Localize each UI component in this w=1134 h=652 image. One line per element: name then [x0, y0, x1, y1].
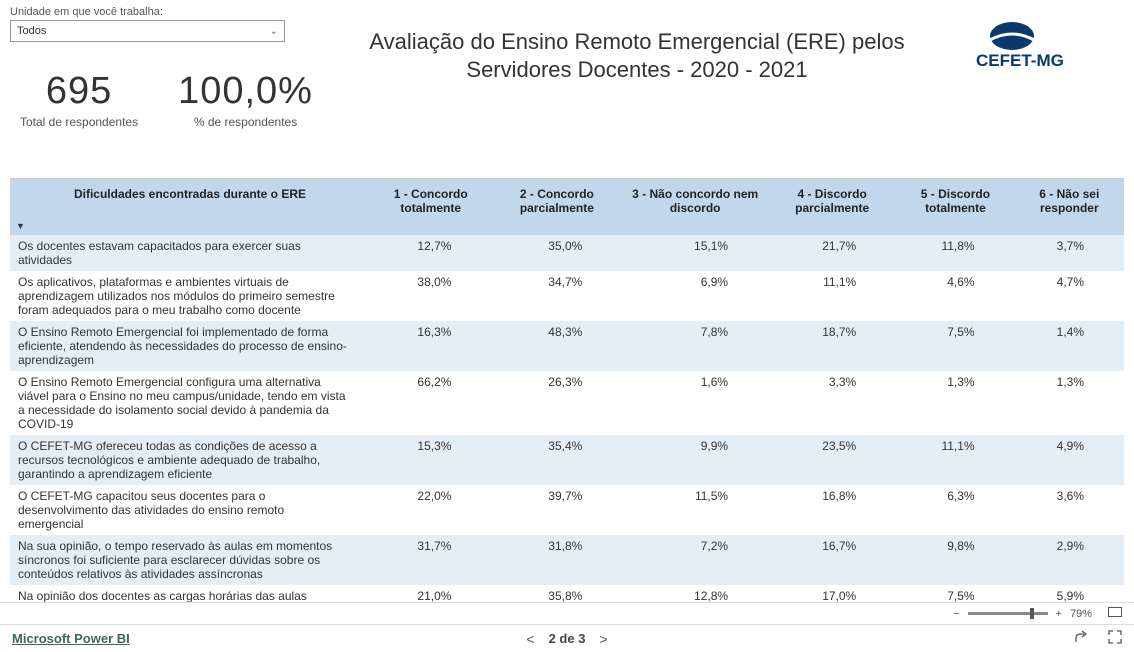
col-6[interactable]: 6 - Não sei responder	[1015, 179, 1124, 235]
col-1[interactable]: 1 - Concordo totalmente	[370, 179, 491, 235]
value-cell: 4,7%	[1015, 271, 1124, 321]
value-cell: 3,3%	[768, 371, 896, 435]
zoom-value: 79%	[1070, 608, 1092, 620]
question-cell: O Ensino Remoto Emergencial foi implemen…	[10, 321, 370, 371]
kpi-total-respondents: 695 Total de respondentes	[20, 70, 138, 129]
value-cell: 1,3%	[896, 371, 1014, 435]
filter-selected-value: Todos	[17, 25, 46, 37]
value-cell: 15,1%	[622, 235, 768, 271]
kpi-value: 695	[20, 70, 138, 113]
value-cell: 35,0%	[491, 235, 622, 271]
value-cell: 12,7%	[370, 235, 491, 271]
value-cell: 21,7%	[768, 235, 896, 271]
col-3[interactable]: 3 - Não concordo nem discordo	[622, 179, 768, 235]
table-row[interactable]: O Ensino Remoto Emergencial configura um…	[10, 371, 1124, 435]
value-cell: 7,8%	[622, 321, 768, 371]
table-header-row: Dificuldades encontradas durante o ERE ▼…	[10, 179, 1124, 235]
value-cell: 18,7%	[768, 321, 896, 371]
zoom-slider[interactable]	[968, 612, 1048, 615]
value-cell: 31,8%	[491, 535, 622, 585]
value-cell: 11,8%	[896, 235, 1014, 271]
chevron-down-icon: ⌄	[270, 26, 278, 37]
value-cell: 1,6%	[622, 371, 768, 435]
value-cell: 16,8%	[768, 485, 896, 535]
zoom-bar: − + 79%	[0, 602, 1134, 624]
value-cell: 4,9%	[1015, 435, 1124, 485]
col-question[interactable]: Dificuldades encontradas durante o ERE ▼	[10, 179, 370, 235]
question-cell: Os docentes estavam capacitados para exe…	[10, 235, 370, 271]
value-cell: 26,3%	[491, 371, 622, 435]
prev-page-button[interactable]: <	[526, 631, 534, 647]
zoom-in-button[interactable]: +	[1056, 608, 1062, 620]
kpi-label: Total de respondentes	[20, 115, 138, 129]
question-cell: O Ensino Remoto Emergencial configura um…	[10, 371, 370, 435]
table-row[interactable]: Os docentes estavam capacitados para exe…	[10, 235, 1124, 271]
value-cell: 22,0%	[370, 485, 491, 535]
value-cell: 38,0%	[370, 271, 491, 321]
value-cell: 9,9%	[622, 435, 768, 485]
cefet-logo: CEFET-MG	[964, 18, 1104, 73]
value-cell: 48,3%	[491, 321, 622, 371]
value-cell: 34,7%	[491, 271, 622, 321]
filter-label: Unidade em que você trabalha:	[10, 6, 1124, 18]
value-cell: 7,5%	[896, 321, 1014, 371]
value-cell: 6,9%	[622, 271, 768, 321]
kpi-percent-respondents: 100,0% % de respondentes	[178, 70, 313, 129]
question-cell: Na sua opinião, o tempo reservado às aul…	[10, 535, 370, 585]
col-2[interactable]: 2 - Concordo parcialmente	[491, 179, 622, 235]
value-cell: 4,6%	[896, 271, 1014, 321]
value-cell: 11,1%	[896, 435, 1014, 485]
value-cell: 66,2%	[370, 371, 491, 435]
next-page-button[interactable]: >	[599, 631, 607, 647]
value-cell: 3,7%	[1015, 235, 1124, 271]
value-cell: 11,1%	[768, 271, 896, 321]
value-cell: 11,5%	[622, 485, 768, 535]
value-cell: 1,3%	[1015, 371, 1124, 435]
kpi-label: % de respondentes	[178, 115, 313, 129]
value-cell: 23,5%	[768, 435, 896, 485]
value-cell: 16,3%	[370, 321, 491, 371]
share-icon[interactable]	[1074, 630, 1090, 647]
table-row[interactable]: O CEFET-MG ofereceu todas as condições d…	[10, 435, 1124, 485]
powerbi-brand-link[interactable]: Microsoft Power BI	[12, 631, 130, 646]
table-row[interactable]: O CEFET-MG capacitou seus docentes para …	[10, 485, 1124, 535]
table-row[interactable]: O Ensino Remoto Emergencial foi implemen…	[10, 321, 1124, 371]
value-cell: 1,4%	[1015, 321, 1124, 371]
zoom-out-button[interactable]: −	[953, 608, 959, 620]
page-indicator: 2 de 3	[549, 631, 586, 646]
question-cell: O CEFET-MG capacitou seus docentes para …	[10, 485, 370, 535]
col-5[interactable]: 5 - Discordo totalmente	[896, 179, 1014, 235]
table-row[interactable]: Os aplicativos, plataformas e ambientes …	[10, 271, 1124, 321]
table-row[interactable]: Na sua opinião, o tempo reservado às aul…	[10, 535, 1124, 585]
fullscreen-icon[interactable]	[1108, 630, 1122, 647]
value-cell: 15,3%	[370, 435, 491, 485]
value-cell: 7,2%	[622, 535, 768, 585]
question-cell: Os aplicativos, plataformas e ambientes …	[10, 271, 370, 321]
value-cell: 31,7%	[370, 535, 491, 585]
unit-filter-dropdown[interactable]: Todos ⌄	[10, 20, 285, 42]
kpi-value: 100,0%	[178, 70, 313, 113]
footer-bar: Microsoft Power BI < 2 de 3 >	[0, 624, 1134, 652]
page-navigator: < 2 de 3 >	[526, 631, 607, 647]
sort-caret-icon: ▼	[16, 221, 25, 231]
value-cell: 39,7%	[491, 485, 622, 535]
value-cell: 6,3%	[896, 485, 1014, 535]
value-cell: 9,8%	[896, 535, 1014, 585]
value-cell: 2,9%	[1015, 535, 1124, 585]
fit-to-page-icon[interactable]	[1108, 607, 1122, 620]
col-4[interactable]: 4 - Discordo parcialmente	[768, 179, 896, 235]
value-cell: 16,7%	[768, 535, 896, 585]
value-cell: 35,4%	[491, 435, 622, 485]
question-cell: O CEFET-MG ofereceu todas as condições d…	[10, 435, 370, 485]
results-table[interactable]: Dificuldades encontradas durante o ERE ▼…	[10, 178, 1124, 612]
value-cell: 3,6%	[1015, 485, 1124, 535]
zoom-slider-thumb[interactable]	[1030, 608, 1034, 619]
svg-text:CEFET-MG: CEFET-MG	[976, 51, 1064, 70]
report-title: Avaliação do Ensino Remoto Emergencial (…	[320, 28, 954, 83]
